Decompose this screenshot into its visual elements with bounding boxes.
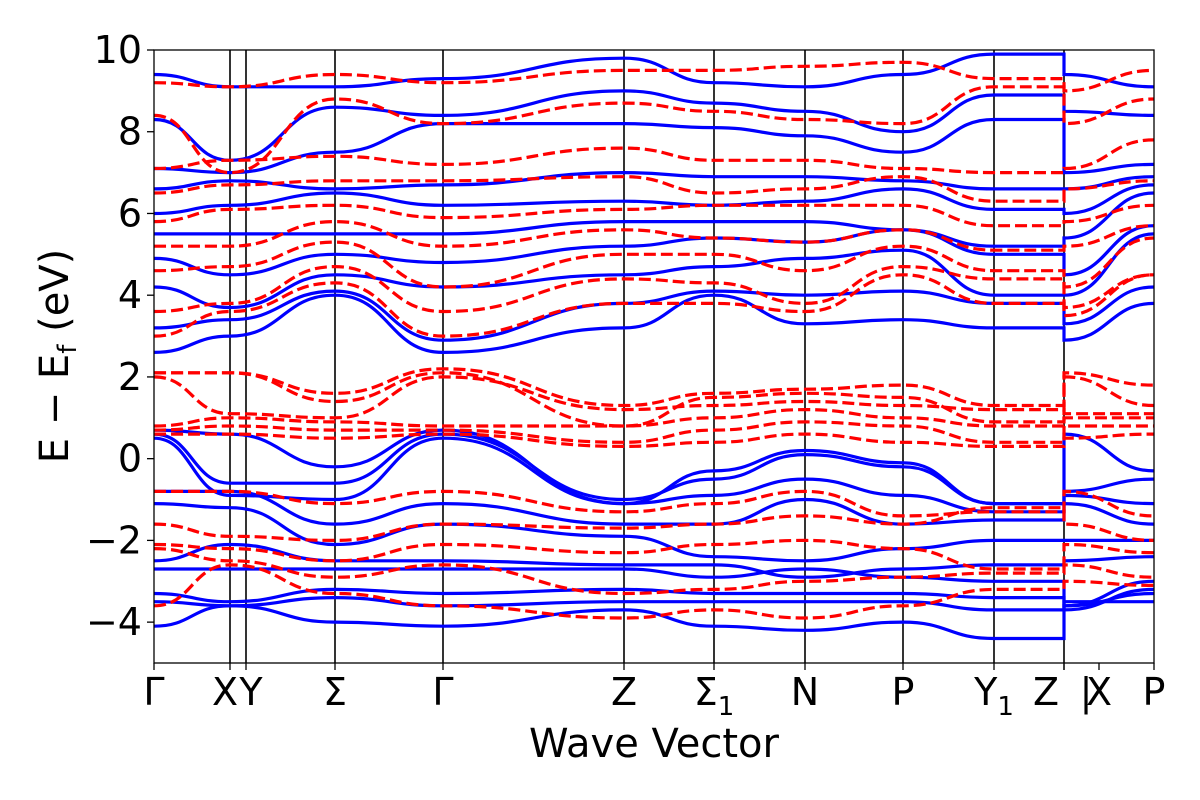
spin-down-band-12 bbox=[154, 264, 1154, 314]
spin-down-band-8 bbox=[154, 375, 1154, 420]
y-tick-label-0: −4 bbox=[86, 600, 142, 644]
spin-down-band-1 bbox=[154, 547, 1154, 596]
spin-down-band-13 bbox=[154, 236, 1154, 289]
kpoint-label-2: Y bbox=[238, 670, 263, 714]
series-spin-down bbox=[154, 60, 1154, 620]
kpoint-label-8: P bbox=[892, 670, 915, 714]
spin-up-band-19 bbox=[154, 52, 1154, 89]
spin-down-band-17 bbox=[154, 138, 1154, 175]
y-axis-label: E − Ef (eV) bbox=[32, 249, 83, 464]
kpoint-label-13: P bbox=[1143, 670, 1166, 714]
spin-down-band-19 bbox=[154, 60, 1154, 93]
spin-up-band-16 bbox=[154, 170, 1154, 191]
spin-down-band-3 bbox=[154, 506, 1154, 543]
kpoint-label-3: Σ bbox=[323, 670, 347, 714]
spin-up-band-12 bbox=[154, 232, 1154, 310]
y-axis-label-subscript: f bbox=[53, 344, 83, 354]
kpoint-label-0: Γ bbox=[143, 670, 164, 714]
spin-down-band-5 bbox=[154, 432, 1154, 449]
spin-down-band-15 bbox=[154, 203, 1154, 228]
spin-up-band-10 bbox=[154, 293, 1154, 355]
y-axis-label-main: E − E bbox=[32, 354, 78, 464]
spin-down-band-14 bbox=[154, 219, 1154, 252]
kpoint-label-7: N bbox=[791, 670, 819, 714]
plot-frame bbox=[153, 49, 1155, 664]
kpoint-label-10: Z bbox=[1033, 670, 1059, 714]
spin-down-band-6 bbox=[154, 420, 1154, 444]
spin-down-band-4 bbox=[154, 489, 1154, 518]
y-tick-label-1: −2 bbox=[86, 518, 142, 562]
spin-down-band-2 bbox=[154, 538, 1154, 571]
y-tick-label-6: 8 bbox=[118, 110, 142, 154]
kpoint-label-1: X bbox=[212, 670, 238, 714]
y-axis-label-unit: (eV) bbox=[32, 249, 78, 345]
kpoint-label-12: X bbox=[1086, 670, 1112, 714]
y-tick-label-3: 2 bbox=[118, 355, 142, 399]
spin-up-band-17 bbox=[154, 117, 1154, 175]
x-axis-ticks: Γ X Y Σ Γ Z Σ1 N P Y1 Z |X P bbox=[143, 663, 1165, 722]
kpoint-label-5: Z bbox=[611, 670, 637, 714]
y-tick-label-7: 10 bbox=[94, 28, 142, 72]
spin-down-band-7 bbox=[154, 407, 1154, 428]
kpoint-label-subscript-9: 1 bbox=[997, 692, 1014, 722]
spin-down-band-0 bbox=[154, 563, 1154, 620]
y-tick-label-4: 4 bbox=[118, 273, 142, 317]
y-tick-label-2: 0 bbox=[118, 437, 142, 481]
spin-down-band-16 bbox=[154, 175, 1154, 203]
x-axis-label: Wave Vector bbox=[529, 721, 780, 767]
spin-down-band-10 bbox=[154, 367, 1154, 408]
spin-up-band-18 bbox=[154, 89, 1154, 162]
kpoint-label-11: | bbox=[1080, 670, 1093, 715]
spin-up-band-0 bbox=[154, 591, 1154, 641]
kpoint-label-4: Γ bbox=[432, 670, 453, 714]
spin-down-band-9 bbox=[154, 371, 1154, 428]
y-axis-ticks: −4 −2 0 2 4 6 8 10 bbox=[86, 28, 154, 644]
spin-down-band-18 bbox=[154, 85, 1154, 175]
y-tick-label-5: 6 bbox=[118, 191, 142, 235]
kpoint-label-subscript-6: 1 bbox=[718, 692, 735, 722]
bands bbox=[154, 52, 1154, 641]
